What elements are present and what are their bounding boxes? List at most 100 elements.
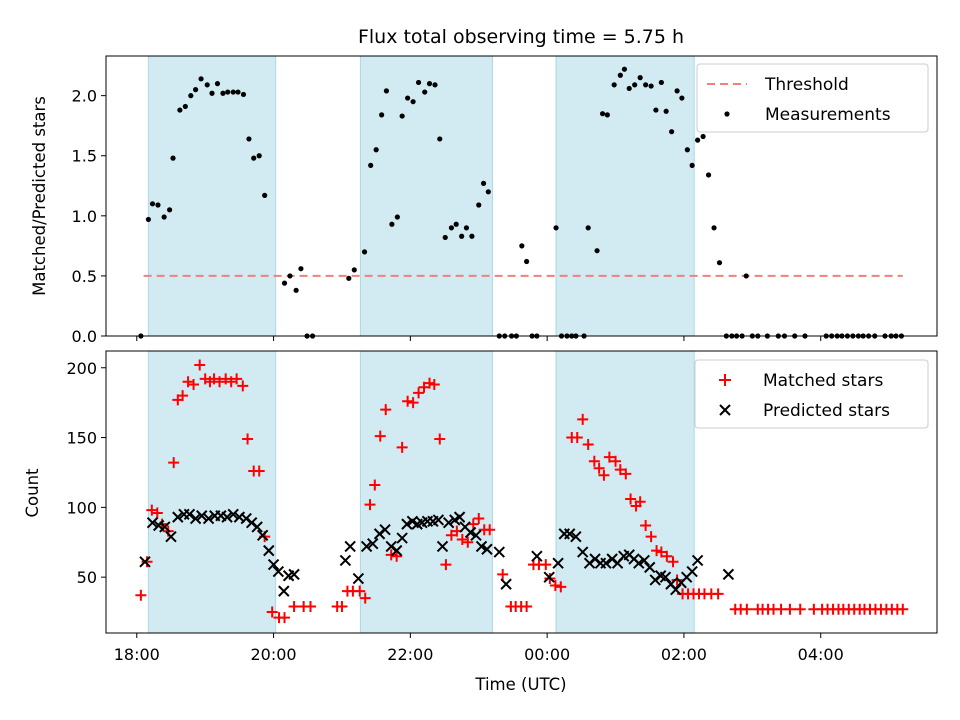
measurement-point xyxy=(442,234,448,241)
matched-stars-point xyxy=(407,397,419,409)
matched-stars-point xyxy=(651,545,663,557)
matched-stars-point xyxy=(588,455,600,467)
predicted-stars-point xyxy=(139,556,151,568)
measurement-point xyxy=(658,79,664,86)
matched-stars-point xyxy=(214,376,226,388)
matched-stars-point xyxy=(784,603,796,615)
measurement-point xyxy=(155,202,161,208)
matched-stars-point xyxy=(266,606,278,618)
panel-bottom-ylabel: Count xyxy=(23,468,42,518)
measurement-point xyxy=(695,137,701,143)
legend-measurements-swatch xyxy=(724,111,730,117)
matched-stars-point xyxy=(484,524,496,536)
matched-stars-point xyxy=(188,379,200,391)
observing-window-1 xyxy=(147,55,277,337)
measurement-point xyxy=(599,111,606,117)
legend-predicted-swatch xyxy=(719,404,731,416)
panel-top-legend: Threshold Measurements xyxy=(696,63,929,133)
measurement-point xyxy=(293,287,299,293)
matched-stars-point xyxy=(396,441,408,453)
predicted-stars-point xyxy=(543,571,555,583)
predicted-stars-point xyxy=(196,510,208,522)
matched-stars-point xyxy=(667,556,679,568)
predicted-stars-point xyxy=(172,511,184,523)
panel-bottom-frame xyxy=(105,350,938,634)
predicted-stars-point xyxy=(267,558,280,571)
measurement-point xyxy=(415,79,422,86)
predicted-stars-point xyxy=(577,546,589,558)
predicted-stars-point xyxy=(659,571,672,583)
matched-stars-point xyxy=(598,469,610,481)
predicted-stars-point xyxy=(552,557,564,569)
matched-stars-point xyxy=(168,457,180,469)
measurement-point xyxy=(621,66,628,72)
predicted-stars-point xyxy=(251,521,263,533)
matched-stars-point xyxy=(336,600,348,612)
predicted-stars-point xyxy=(432,514,445,526)
legend-predicted-label: Predicted stars xyxy=(763,401,890,421)
predicted-stars-point xyxy=(531,550,543,562)
matched-stars-point xyxy=(231,373,243,385)
panel-top: 0.00.51.01.52.0 Matched/Predicted stars … xyxy=(30,55,938,346)
observing-window-2 xyxy=(359,350,493,634)
matched-stars-point xyxy=(242,433,254,445)
matched-stars-point xyxy=(413,387,425,399)
matched-stars-point xyxy=(640,520,652,532)
measurement-point xyxy=(480,180,487,186)
y-tick-label: 150 xyxy=(66,429,97,448)
predicted-stars-point xyxy=(183,508,196,521)
measurement-point xyxy=(485,189,491,195)
measurement-point xyxy=(177,107,183,113)
matched-stars-point xyxy=(625,493,637,505)
matched-stars-point xyxy=(571,432,583,444)
matched-stars-point xyxy=(521,600,533,612)
x-tick-label: 18:00 xyxy=(114,645,160,664)
matched-stars-point xyxy=(555,581,567,593)
legend-matched-label: Matched stars xyxy=(763,371,883,391)
measurement-point xyxy=(632,82,638,88)
measurement-point xyxy=(145,216,152,223)
predicted-stars-point xyxy=(146,517,159,529)
predicted-stars-point xyxy=(379,523,391,536)
chart-title: Flux total observing time = 5.75 h xyxy=(358,26,684,48)
predicted-stars-point xyxy=(263,544,275,557)
matched-stars-point xyxy=(497,568,509,580)
predicted-stars-point xyxy=(475,540,488,553)
matched-stars-point xyxy=(391,550,403,562)
predicted-stars-point xyxy=(202,512,215,525)
measurement-point xyxy=(405,95,411,101)
measurement-point xyxy=(716,260,723,266)
matched-stars-point xyxy=(577,413,589,425)
measurement-point xyxy=(437,136,443,142)
measurement-point xyxy=(743,273,749,279)
measurement-point xyxy=(604,112,610,118)
measurement-point xyxy=(648,83,654,89)
matched-stars-point xyxy=(151,507,163,519)
predicted-stars-point xyxy=(352,572,365,585)
matched-stars-point xyxy=(288,600,300,612)
legend-frame xyxy=(694,359,929,429)
matched-stars-point xyxy=(620,468,632,480)
matched-stars-point xyxy=(305,600,317,612)
measurement-point xyxy=(689,162,695,168)
x-axis-label: Time (UTC) xyxy=(474,675,566,694)
measurement-point xyxy=(617,72,623,78)
matched-stars-point xyxy=(364,499,376,511)
predicted-stars-point xyxy=(470,529,482,541)
x-tick-label: 00:00 xyxy=(524,645,570,664)
y-tick-label: 0.5 xyxy=(72,267,97,286)
predicted-stars-point xyxy=(481,543,493,555)
legend-frame xyxy=(696,63,929,133)
measurement-point xyxy=(287,273,293,279)
measurement-point xyxy=(246,136,252,142)
measurement-point xyxy=(674,88,680,94)
predicted-stars-point xyxy=(390,544,403,557)
measurement-point xyxy=(669,129,675,135)
y-tick-label: 1.0 xyxy=(72,207,97,226)
panel-top-frame xyxy=(105,55,938,337)
measurement-point xyxy=(705,172,712,178)
predicted-stars-point xyxy=(638,554,650,567)
predicted-stars-point xyxy=(570,530,582,543)
predicted-stars-point xyxy=(442,517,455,529)
